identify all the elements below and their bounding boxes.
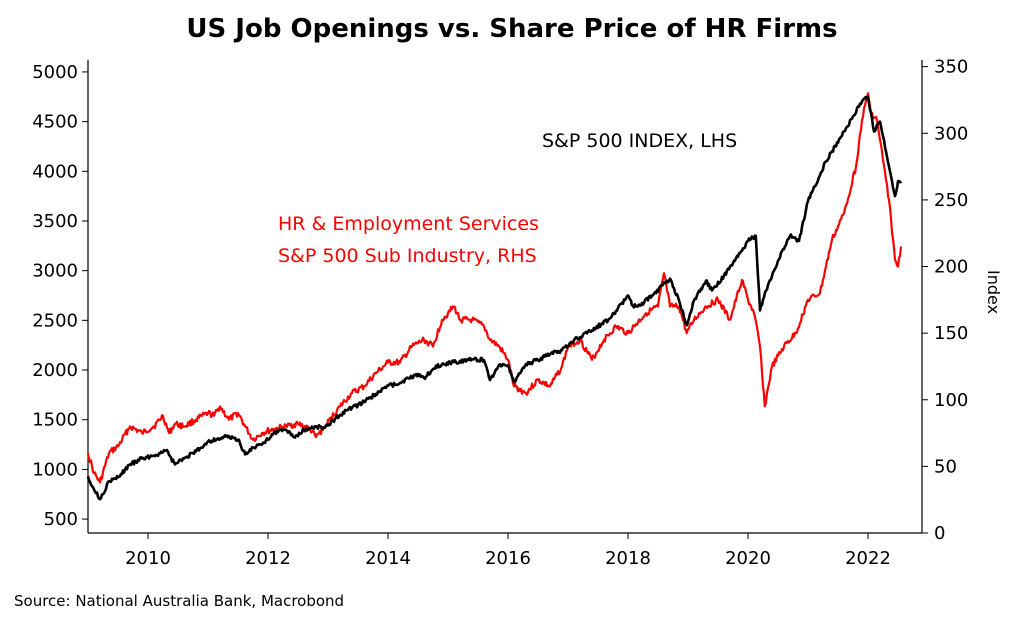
x-axis-ticks: 2010 2012 2014 2016 2018 2020 2022 <box>125 533 891 569</box>
axes <box>87 60 923 534</box>
hr-annotation-line2: S&P 500 Sub Industry, RHS <box>278 245 537 267</box>
right-tick-label: 0 <box>934 523 945 544</box>
left-tick-label: 1500 <box>32 410 78 431</box>
left-tick-label: 4500 <box>32 112 78 133</box>
x-tick-label: 2016 <box>485 548 531 569</box>
sp500-annotation: S&P 500 INDEX, LHS <box>542 130 737 152</box>
x-tick-label: 2022 <box>845 548 891 569</box>
right-tick-label: 150 <box>934 323 968 344</box>
right-tick-label: 350 <box>934 57 968 78</box>
series-lines <box>86 92 903 501</box>
right-tick-label: 200 <box>934 257 968 278</box>
x-tick-label: 2014 <box>365 548 411 569</box>
x-tick-label: 2018 <box>605 548 651 569</box>
right-tick-label: 100 <box>934 390 968 411</box>
source-note: Source: National Australia Bank, Macrobo… <box>14 592 345 610</box>
left-tick-label: 5000 <box>32 62 78 83</box>
left-axis-ticks: 500 1000 1500 2000 2500 3000 3500 4000 4500 5000 <box>32 62 88 530</box>
left-tick-label: 4000 <box>32 161 78 182</box>
chart-title: US Job Openings vs. Share Price of HR Fi… <box>186 14 838 44</box>
left-tick-label: 3500 <box>32 211 78 232</box>
hr-employment-services-line <box>86 92 903 484</box>
right-axis-label: Index <box>984 270 1003 314</box>
right-tick-label: 50 <box>934 456 957 477</box>
x-tick-label: 2010 <box>125 548 171 569</box>
hr-annotation-line1: HR & Employment Services <box>278 213 539 235</box>
right-axis-ticks: 0 50 100 150 200 250 300 350 <box>922 57 968 544</box>
left-tick-label: 2000 <box>32 360 78 381</box>
left-tick-label: 3000 <box>32 261 78 282</box>
left-tick-label: 2500 <box>32 310 78 331</box>
x-tick-label: 2020 <box>725 548 771 569</box>
x-tick-label: 2012 <box>245 548 291 569</box>
right-tick-label: 300 <box>934 123 968 144</box>
right-tick-label: 250 <box>934 190 968 211</box>
sp500-index-line <box>86 95 903 501</box>
left-tick-label: 500 <box>44 509 78 530</box>
left-tick-label: 1000 <box>32 459 78 480</box>
